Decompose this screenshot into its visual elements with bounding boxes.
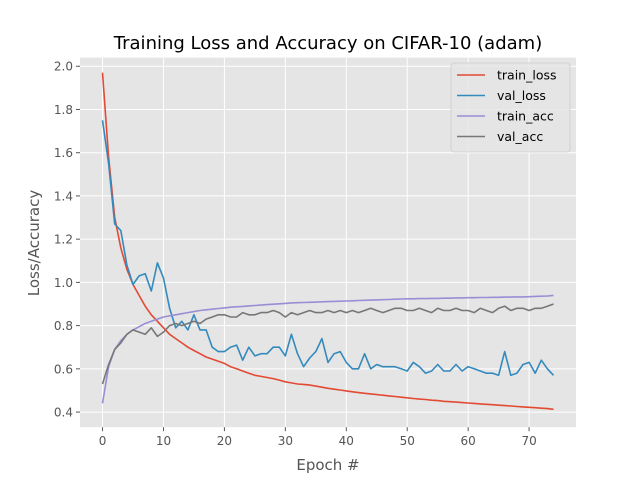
x-tick-label: 20 [217,434,232,448]
y-tick-label: 1.4 [54,189,73,203]
axis-ticks: 0 10 20 30 40 50 60 70 0.4 0.6 0.8 1.0 1.2 1.4 1.6 1.8 2… [54,60,537,448]
y-tick-label: 0.6 [54,362,73,376]
y-tick-label: 0.4 [54,406,73,420]
legend-label-train-acc: train_acc [497,109,554,124]
x-axis-label: Epoch # [296,456,359,474]
y-tick-label: 1.0 [54,276,73,290]
x-tick-label: 60 [461,434,476,448]
x-tick-label: 10 [156,434,171,448]
series-line-train-loss [101,72,554,411]
x-tick-label: 40 [339,434,354,448]
legend: train_loss val_loss train_acc val_acc [450,62,571,153]
legend-label-val-acc: val_acc [497,129,543,144]
y-tick-label: 1.8 [54,103,73,117]
chart-title: Training Loss and Accuracy on CIFAR-10 (… [113,33,542,54]
legend-label-train-loss: train_loss [497,68,557,83]
series-line-val-acc [101,303,554,385]
y-axis-label: Loss/Accuracy [25,190,43,297]
series-line-train-acc [101,294,554,404]
legend-box [450,62,571,153]
series-lines [101,72,555,411]
x-tick-label: 0 [99,434,107,448]
y-tick-label: 2.0 [54,60,73,74]
x-tick-label: 50 [400,434,415,448]
x-tick-label: 30 [278,434,293,448]
y-tick-label: 0.8 [54,319,73,333]
series-line-val-loss [101,120,555,377]
y-tick-label: 1.6 [54,146,73,160]
y-tick-label: 1.2 [54,233,73,247]
x-tick-label: 70 [521,434,536,448]
legend-label-val-loss: val_loss [497,88,546,103]
